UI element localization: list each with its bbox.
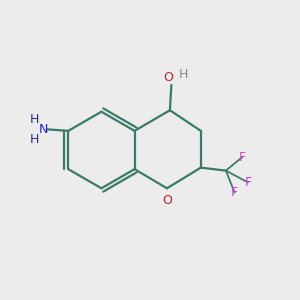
Text: F: F (231, 186, 238, 199)
Text: H: H (178, 68, 188, 81)
Text: F: F (244, 176, 251, 189)
Text: O: O (162, 194, 172, 207)
Text: F: F (238, 151, 246, 164)
Text: H: H (30, 112, 39, 126)
Text: H: H (30, 133, 39, 146)
Text: N: N (39, 123, 48, 136)
Text: O: O (164, 71, 173, 84)
